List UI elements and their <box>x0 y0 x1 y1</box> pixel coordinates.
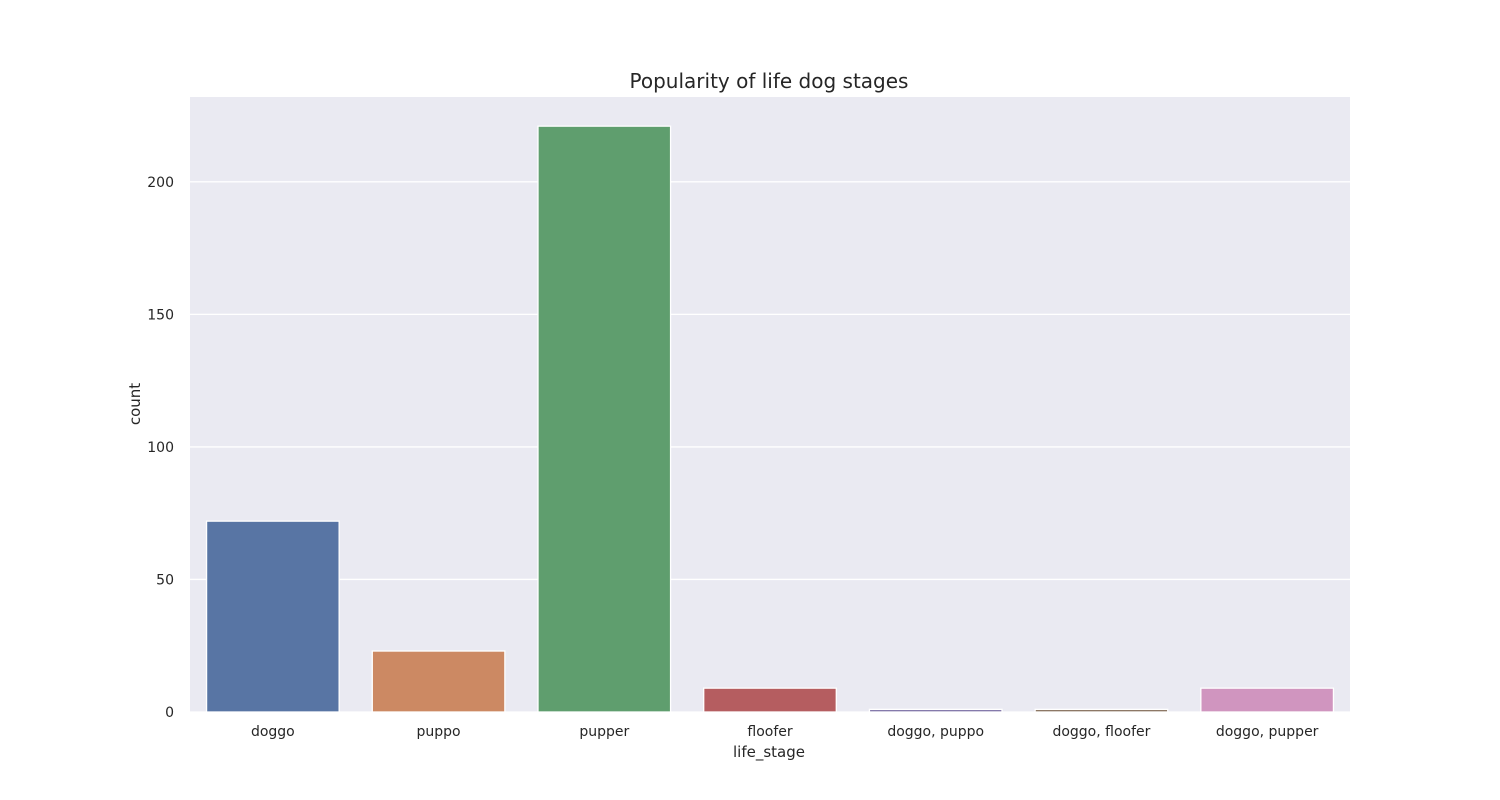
y-tick-label: 50 <box>156 572 174 588</box>
bar-pupper <box>537 125 672 713</box>
x-tick-label: floofer <box>747 724 792 740</box>
y-tick-label: 150 <box>147 307 174 323</box>
x-tick-label: doggo, puppo <box>887 724 984 740</box>
bars <box>205 125 1335 713</box>
x-tick-label: puppo <box>417 724 461 740</box>
bar-floofer <box>703 687 837 713</box>
bar-doggo-pupper <box>1200 687 1335 713</box>
y-axis-label: count <box>126 383 144 425</box>
chart-title: Popularity of life dog stages <box>630 69 909 93</box>
x-tick-label: pupper <box>579 724 629 740</box>
bar-puppo <box>371 650 506 713</box>
plot-area <box>190 97 1350 712</box>
x-tick-label: doggo <box>251 724 295 740</box>
x-tick-label: doggo, pupper <box>1216 724 1319 740</box>
bar-doggo-floofer <box>1034 708 1169 713</box>
x-axis-label: life_stage <box>733 743 805 762</box>
y-tick-label: 0 <box>165 705 174 721</box>
bar-doggo-puppo <box>868 708 1003 713</box>
y-tick-label: 100 <box>147 440 174 456</box>
bar-doggo <box>205 520 340 713</box>
y-tick-labels: 0 50 100 150 200 <box>147 175 174 721</box>
y-tick-label: 200 <box>147 175 174 191</box>
x-tick-label: doggo, floofer <box>1052 724 1150 740</box>
x-tick-labels: doggo puppo pupper floofer doggo, puppo doggo… <box>251 724 1319 740</box>
